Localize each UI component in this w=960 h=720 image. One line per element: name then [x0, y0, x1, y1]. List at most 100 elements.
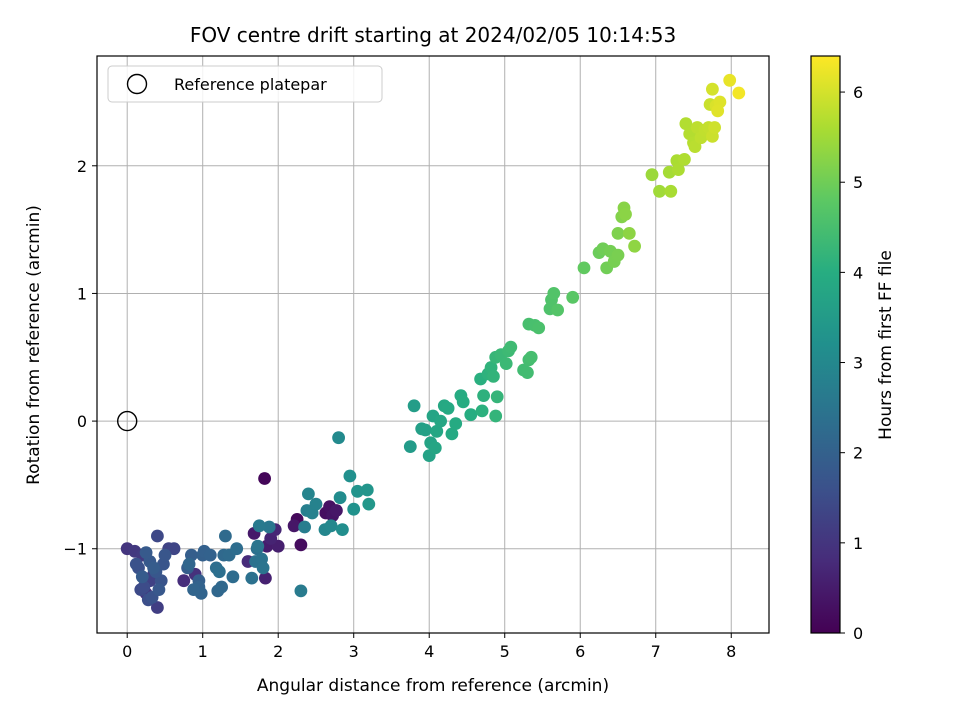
scatter-point [419, 423, 432, 437]
scatter-point [167, 542, 181, 556]
scatter-point [151, 601, 164, 614]
scatter-point [230, 542, 244, 556]
scatter-point [287, 519, 301, 533]
y-axis-ticks: −1 0 1 2 [63, 157, 97, 559]
scatter-point [645, 168, 659, 182]
scatter-point [252, 519, 266, 533]
scatter-point [129, 557, 143, 571]
scatter-point [212, 565, 226, 579]
scatter-point [708, 121, 721, 134]
scatter-point [203, 548, 217, 562]
x-tick-label: 8 [726, 642, 736, 661]
scatter-point [489, 409, 503, 423]
scatter-point [524, 350, 538, 364]
colorbar-label: Hours from first FF file [876, 250, 896, 440]
scatter-point [135, 570, 149, 584]
scatter-point [137, 580, 151, 594]
scatter-point [449, 417, 463, 430]
scatter-point [475, 404, 489, 418]
scatter-point [477, 389, 490, 402]
x-tick-label: 5 [500, 642, 510, 661]
scatter-point [245, 571, 259, 585]
scatter-point [360, 483, 374, 497]
scatter-point [219, 529, 232, 543]
scatter-point [445, 427, 459, 441]
reference-marker [117, 410, 138, 432]
scatter-point [566, 290, 580, 304]
scatter-point [441, 401, 455, 415]
scatter-point [259, 571, 272, 585]
scatter-point [158, 548, 172, 562]
scatter-point [182, 557, 196, 571]
x-tick-label: 2 [273, 642, 283, 661]
scatter-point [302, 487, 315, 501]
scatter-point [723, 73, 737, 87]
scatter-point [333, 491, 347, 505]
plot-frame [96, 55, 770, 634]
colorbar-tick-label: 6 [853, 83, 863, 102]
scatter-point [619, 207, 632, 221]
scatter-point [294, 584, 308, 598]
x-tick-label: 7 [651, 642, 661, 661]
scatter-point [499, 357, 513, 370]
scatter-point [577, 261, 591, 275]
x-tick-label: 0 [122, 642, 132, 661]
chart-title: FOV centre drift starting at 2024/02/05 … [190, 23, 676, 47]
scatter-point [464, 408, 478, 422]
colorbar-tick-label: 2 [853, 444, 863, 463]
scatter-point [672, 163, 685, 177]
scatter-point [215, 580, 229, 594]
scatter-point [187, 583, 201, 596]
scatter-point [407, 399, 421, 413]
scatter-point [294, 538, 308, 552]
scatter-point [343, 469, 357, 483]
scatter-point [711, 104, 725, 118]
scatter-point [664, 184, 678, 198]
scatter-point [324, 519, 338, 533]
scatter-point [434, 414, 447, 428]
scatter-point [332, 431, 345, 445]
legend-label: Reference platepar [174, 75, 327, 94]
scatter-point [521, 366, 534, 379]
scatter-point [532, 321, 546, 335]
scatter-point [622, 227, 636, 240]
x-axis-label: Angular distance from reference (arcmin) [257, 676, 609, 696]
scatter-point [351, 484, 364, 498]
colorbar [811, 56, 840, 633]
colorbar-tick-label: 0 [853, 624, 863, 643]
data-points [120, 73, 746, 614]
scatter-point [611, 248, 625, 262]
scatter-point [732, 86, 746, 100]
scatter-point [256, 561, 270, 575]
colorbar-tick-label: 5 [853, 173, 863, 192]
scatter-point [487, 370, 500, 383]
scatter-point [330, 504, 343, 517]
x-tick-label: 4 [424, 642, 434, 661]
scatter-point [151, 529, 164, 543]
scatter-point [177, 574, 191, 588]
scatter-point [226, 570, 240, 584]
y-axis-label: Rotation from reference (arcmin) [24, 205, 44, 485]
scatter-point [362, 497, 376, 511]
colorbar-frame [810, 55, 841, 634]
reference-marker-group [117, 410, 138, 432]
scatter-point [678, 153, 691, 166]
scatter-point [336, 523, 349, 536]
scatter-point [258, 472, 271, 485]
scatter-point [298, 520, 311, 534]
x-axis-ticks: 0 1 2 3 4 5 6 7 8 [122, 633, 736, 661]
colorbar-tick-label: 1 [853, 534, 863, 553]
scatter-point [551, 303, 564, 317]
legend-box [107, 65, 383, 103]
y-tick-label: −1 [63, 540, 87, 559]
scatter-point [547, 287, 561, 300]
scatter-point [611, 227, 625, 240]
colorbar-ticks: 0 1 2 3 4 5 6 [840, 83, 863, 643]
y-tick-label: 0 [77, 412, 87, 431]
scatter-point [490, 390, 504, 404]
colorbar-tick-label: 4 [853, 263, 863, 282]
y-tick-label: 1 [77, 284, 87, 303]
scatter-point [706, 82, 719, 96]
scatter-point [347, 502, 361, 516]
